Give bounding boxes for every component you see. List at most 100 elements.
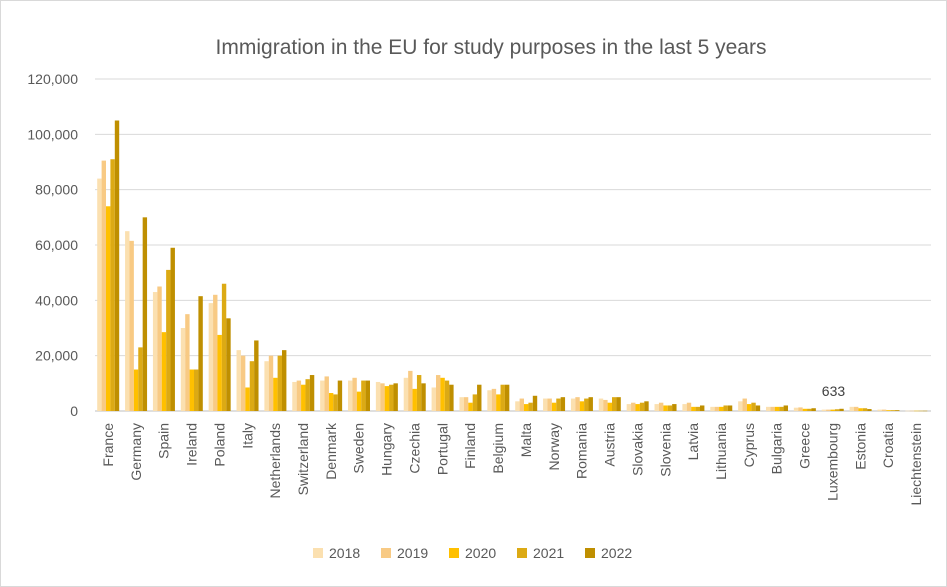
bar: [421, 383, 426, 411]
bar: [524, 404, 529, 411]
bar: [519, 398, 524, 411]
bar: [877, 409, 882, 411]
legend-label: 2022: [601, 545, 632, 561]
bar: [766, 406, 771, 411]
bar: [909, 410, 915, 412]
bar: [504, 384, 510, 411]
y-axis-ticks: 0 20,000 40,000 60,000 80,000 100,000 120,000: [27, 71, 78, 419]
bar: [639, 402, 645, 411]
bar: [431, 387, 436, 411]
bar: [738, 401, 743, 411]
bar: [416, 375, 422, 411]
bar: [249, 361, 255, 411]
bar: [365, 380, 370, 411]
x-tick-label: Lithuania: [713, 423, 729, 480]
x-tick-label: Greece: [797, 423, 813, 469]
bar: [719, 406, 724, 411]
bar: [826, 409, 831, 411]
x-tick-label: Malta: [518, 423, 534, 457]
bar: [603, 399, 608, 411]
bar: [635, 404, 640, 411]
bar: [152, 292, 158, 411]
y-tick-label: 120,000: [27, 71, 78, 87]
y-tick-label: 80,000: [35, 182, 78, 198]
bar: [695, 406, 700, 411]
bar: [807, 408, 812, 411]
bar: [157, 286, 162, 411]
legend-swatch: [381, 548, 391, 558]
bar: [268, 355, 274, 411]
data-label: 633: [822, 383, 846, 399]
x-tick-label: Liechtenstein: [908, 423, 924, 506]
bar: [361, 380, 366, 411]
bar: [436, 375, 441, 411]
bar: [774, 406, 780, 411]
bar: [477, 384, 482, 411]
bar: [547, 398, 552, 411]
bar: [570, 398, 576, 411]
y-tick-label: 20,000: [35, 348, 78, 364]
y-tick-label: 60,000: [35, 237, 78, 253]
x-tick-label: Netherlands: [267, 423, 283, 499]
bar: [691, 406, 696, 411]
bar: [742, 398, 747, 411]
x-tick-label: Poland: [211, 423, 227, 467]
bar: [579, 401, 585, 411]
legend-label: 2020: [465, 545, 496, 561]
bar: [352, 377, 357, 411]
bar: [714, 406, 720, 411]
bar: [309, 375, 315, 411]
x-tick-label: Austria: [602, 423, 618, 467]
bar: [161, 332, 167, 411]
bar: [626, 404, 632, 411]
x-tick-label: Switzerland: [295, 423, 311, 495]
bar: [194, 369, 199, 411]
x-tick-label: Norway: [546, 423, 562, 470]
bar: [408, 370, 413, 411]
bar: [129, 240, 134, 411]
bar: [598, 398, 604, 411]
x-tick-label: Croatia: [880, 423, 896, 468]
bar: [125, 231, 130, 411]
x-tick-label: Romania: [574, 423, 590, 479]
bar: [449, 384, 454, 411]
bar: [914, 410, 919, 412]
bar: [658, 402, 664, 411]
bar: [110, 159, 115, 411]
bar: [213, 294, 218, 411]
bar: [240, 355, 246, 411]
bar: [170, 247, 175, 411]
gridlines: [95, 78, 931, 412]
x-tick-label: France: [100, 423, 116, 467]
bar: [770, 406, 775, 411]
bar: [106, 206, 111, 411]
bar: [528, 402, 533, 411]
bar: [858, 408, 863, 411]
bar: [710, 406, 715, 411]
bar: [348, 380, 353, 411]
bar: [277, 355, 282, 411]
bar: [282, 350, 287, 411]
bar: [463, 397, 469, 411]
legend-label: 2018: [329, 545, 360, 561]
x-tick-label: Spain: [156, 423, 172, 459]
annotations: 633: [822, 383, 846, 399]
bar: [727, 405, 733, 411]
bar: [403, 377, 409, 411]
bar: [245, 387, 250, 411]
bar: [138, 347, 143, 411]
bar: [839, 408, 844, 411]
bar: [198, 296, 203, 411]
bar: [672, 404, 677, 411]
x-axis-ticks: France Germany Spain Ireland Poland Italy Neth…: [100, 422, 924, 506]
bar: [588, 397, 593, 411]
bar: [375, 381, 381, 411]
bar: [166, 269, 171, 411]
bar: [412, 388, 417, 411]
bar: [755, 405, 761, 411]
bar: [500, 384, 505, 411]
bar: [189, 369, 194, 411]
x-tick-label: Italy: [239, 423, 255, 449]
